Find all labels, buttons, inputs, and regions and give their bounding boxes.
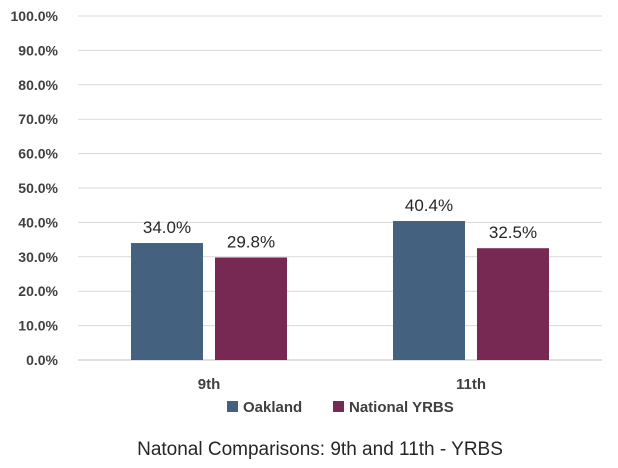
y-axis-ticks: 0.0% 10.0% 20.0% 30.0% 40.0% 50.0% 60.0% 70.0% 8… <box>11 8 59 368</box>
y-tick-label: 10.0% <box>18 318 58 334</box>
legend-swatch <box>333 401 344 412</box>
y-tick-label: 80.0% <box>18 77 58 93</box>
data-label: 34.0% <box>143 218 191 237</box>
y-tick-label: 50.0% <box>18 180 58 196</box>
y-tick-label: 40.0% <box>18 214 58 230</box>
bars <box>131 221 549 360</box>
data-label: 40.4% <box>405 196 453 215</box>
legend-label: National YRBS <box>349 399 454 416</box>
legend: Oakland National YRBS <box>227 399 454 416</box>
y-tick-label: 20.0% <box>18 283 58 299</box>
data-labels: 34.0% 29.8% 40.4% 32.5% <box>143 196 537 251</box>
bar-national-yrbs-9th <box>215 257 287 360</box>
y-tick-label: 60.0% <box>18 146 58 162</box>
legend-label: Oakland <box>243 399 302 416</box>
y-tick-label: 0.0% <box>26 352 58 368</box>
chart-title: Natonal Comparisons: 9th and 11th - YRBS <box>137 439 503 460</box>
x-axis-categories: 9th 11th <box>198 376 486 393</box>
x-category-label: 9th <box>198 376 221 393</box>
data-label: 29.8% <box>227 232 275 251</box>
x-category-label: 11th <box>456 376 486 393</box>
y-tick-label: 90.0% <box>18 42 58 58</box>
legend-swatch <box>227 401 238 412</box>
bar-oakland-11th <box>393 221 465 360</box>
y-tick-label: 30.0% <box>18 249 58 265</box>
data-label: 32.5% <box>489 223 537 242</box>
y-tick-label: 100.0% <box>11 8 59 24</box>
bar-oakland-9th <box>131 243 203 360</box>
y-tick-label: 70.0% <box>18 111 58 127</box>
bar-national-yrbs-11th <box>477 248 549 360</box>
